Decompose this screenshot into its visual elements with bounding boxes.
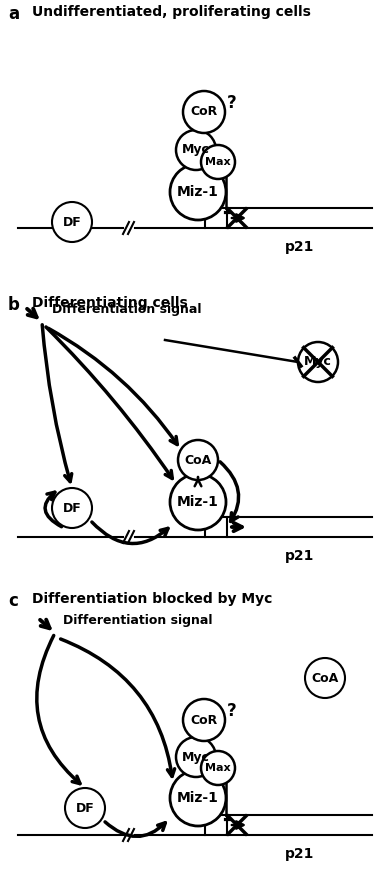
Bar: [205, 815, 227, 835]
Text: Differentiation blocked by Myc: Differentiation blocked by Myc: [32, 592, 272, 606]
Text: Differentiation signal: Differentiation signal: [52, 303, 202, 316]
Text: Undifferentiated, proliferating cells: Undifferentiated, proliferating cells: [32, 5, 311, 19]
Circle shape: [65, 788, 105, 828]
Text: DF: DF: [63, 216, 81, 228]
Text: a: a: [8, 5, 19, 23]
Text: DF: DF: [63, 502, 81, 514]
Circle shape: [52, 202, 92, 242]
Text: ?: ?: [227, 702, 237, 720]
Text: p21: p21: [285, 240, 314, 254]
Text: Myc: Myc: [304, 355, 332, 369]
Text: Myc: Myc: [182, 144, 210, 156]
Text: c: c: [8, 592, 18, 610]
Circle shape: [183, 91, 225, 133]
Circle shape: [170, 474, 226, 530]
Text: CoA: CoA: [184, 454, 212, 466]
Text: Miz-1: Miz-1: [177, 495, 219, 509]
Circle shape: [305, 658, 345, 698]
Text: p21: p21: [285, 549, 314, 563]
Text: ?: ?: [227, 94, 237, 112]
Circle shape: [52, 488, 92, 528]
Circle shape: [178, 440, 218, 480]
Text: DF: DF: [76, 802, 94, 814]
Circle shape: [170, 164, 226, 220]
Bar: [205, 208, 227, 228]
Text: Myc: Myc: [182, 750, 210, 764]
Text: Miz-1: Miz-1: [177, 185, 219, 199]
Circle shape: [176, 130, 216, 170]
Bar: [205, 517, 227, 537]
Text: Differentiating cells: Differentiating cells: [32, 296, 188, 310]
Text: CoR: CoR: [190, 106, 218, 118]
Circle shape: [201, 145, 235, 179]
Circle shape: [183, 699, 225, 741]
Text: Max: Max: [205, 157, 231, 167]
Text: Max: Max: [205, 763, 231, 773]
Circle shape: [298, 342, 338, 382]
Text: p21: p21: [285, 847, 314, 861]
Circle shape: [170, 770, 226, 826]
Text: Differentiation signal: Differentiation signal: [63, 614, 212, 627]
Circle shape: [176, 737, 216, 777]
Text: CoA: CoA: [311, 671, 339, 685]
Text: b: b: [8, 296, 20, 314]
Text: CoR: CoR: [190, 713, 218, 726]
Text: Miz-1: Miz-1: [177, 791, 219, 805]
Circle shape: [201, 751, 235, 785]
